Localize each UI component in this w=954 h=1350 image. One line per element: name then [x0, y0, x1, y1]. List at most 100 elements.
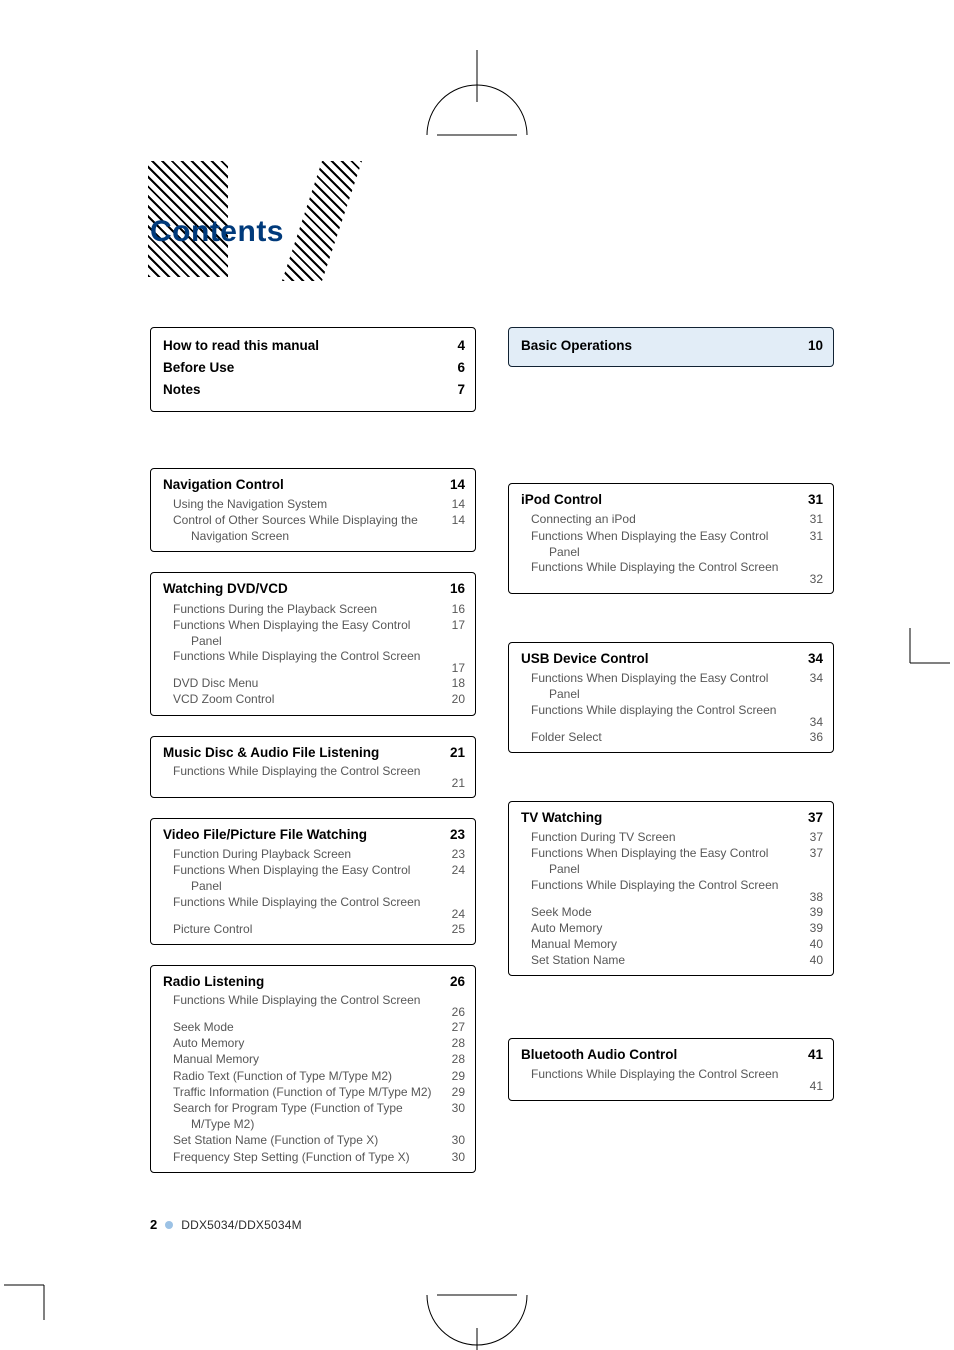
section-row-label: Seek Mode — [173, 1019, 441, 1035]
intro-label: Notes — [163, 381, 441, 399]
section-row-label: Set Station Name — [531, 952, 799, 968]
section-row: Traffic Information (Function of Type M/… — [163, 1084, 465, 1100]
section-row-pg: 23 — [441, 846, 465, 862]
section-title-row: Radio Listening26 — [163, 973, 465, 991]
section-row-label: Set Station Name (Function of Type X) — [191, 1132, 441, 1148]
section-title: Navigation Control — [163, 476, 441, 494]
section-row-label: Manual Memory — [173, 1051, 441, 1067]
section-title-row: Navigation Control14 — [163, 476, 465, 494]
section-row-label: Auto Memory — [531, 920, 799, 936]
section-row-label: Functions When Displaying the Easy Contr… — [191, 862, 441, 894]
section-row-pg: 28 — [441, 1051, 465, 1067]
section-row-label: Functions While displaying the Control S… — [531, 703, 776, 717]
section-row-label: Folder Select — [531, 729, 799, 745]
section-title-pg: 21 — [441, 744, 465, 762]
section-row-label: Control of Other Sources While Displayin… — [191, 512, 441, 544]
footer-model: DDX5034/DDX5034M — [181, 1218, 302, 1232]
section-title-row: Bluetooth Audio Control41 — [521, 1046, 823, 1064]
section-row-pg: 37 — [799, 845, 823, 861]
page-title: Contents — [150, 215, 284, 249]
section-row-pg: 40 — [799, 952, 823, 968]
section-row-label: Functions When Displaying the Easy Contr… — [191, 617, 441, 649]
section-row: Manual Memory40 — [521, 936, 823, 952]
page-footer: 2 DDX5034/DDX5034M — [150, 1217, 302, 1232]
registration-mark-right — [880, 628, 950, 698]
section-row: Functions During the Playback Screen16 — [163, 601, 465, 617]
section-row-label: Functions When Displaying the Easy Contr… — [549, 845, 799, 877]
section-row-label: Functions While Displaying the Control S… — [531, 878, 778, 892]
intro-row: How to read this manual 4 — [163, 337, 465, 355]
section-row-label: Manual Memory — [531, 936, 799, 952]
section-title: TV Watching — [521, 809, 799, 827]
page-content: Contents How to read this manual 4 Befor… — [150, 215, 834, 1193]
dvd-box: Watching DVD/VCD16Functions During the P… — [150, 572, 476, 715]
section-title-pg: 14 — [441, 476, 465, 494]
section-row: Functions When Displaying the Easy Contr… — [521, 845, 823, 877]
section-row: Search for Program Type (Function of Typ… — [163, 1100, 465, 1132]
section-row-pg: 34 — [799, 670, 823, 686]
section-row-pg: 26 — [163, 1005, 465, 1019]
section-row-label: Traffic Information (Function of Type M/… — [191, 1084, 441, 1100]
section-row: VCD Zoom Control20 — [163, 691, 465, 707]
section-row: Functions While Displaying the Control S… — [521, 878, 823, 892]
section-row-label: Functions While Displaying the Control S… — [531, 1067, 778, 1081]
section-row-pg: 14 — [441, 512, 465, 528]
heading-hatch-right — [282, 161, 362, 281]
section-row: Using the Navigation System14 — [163, 496, 465, 512]
intro-pg: 6 — [441, 359, 465, 377]
section-title-row: Video File/Picture File Watching23 — [163, 826, 465, 844]
section-title: Radio Listening — [163, 973, 441, 991]
section-row: Functions When Displaying the Easy Contr… — [521, 528, 823, 560]
section-row-pg: 29 — [441, 1068, 465, 1084]
section-row-pg: 31 — [799, 511, 823, 527]
intro-label: Before Use — [163, 359, 441, 377]
section-title-pg: 41 — [799, 1046, 823, 1064]
section-row: Functions While Displaying the Control S… — [521, 560, 823, 574]
section-title-pg: 31 — [799, 491, 823, 509]
section-title: Music Disc & Audio File Listening — [163, 744, 441, 762]
section-row-label: Function During TV Screen — [531, 829, 799, 845]
registration-mark-left — [4, 1250, 74, 1320]
section-row-label: Frequency Step Setting (Function of Type… — [191, 1149, 441, 1165]
intro-row: Notes 7 — [163, 381, 465, 399]
fold-mark-top — [417, 90, 537, 170]
section-row-pg: 41 — [521, 1079, 823, 1093]
section-row-pg: 31 — [799, 528, 823, 544]
section-row-pg: 17 — [163, 661, 465, 675]
section-row: Radio Text (Function of Type M/Type M2)2… — [163, 1068, 465, 1084]
section-row-pg: 27 — [441, 1019, 465, 1035]
section-row: Seek Mode27 — [163, 1019, 465, 1035]
section-row: Functions While Displaying the Control S… — [163, 895, 465, 909]
section-title: USB Device Control — [521, 650, 799, 668]
section-title-pg: 16 — [441, 580, 465, 598]
section-row-label: Connecting an iPod — [531, 511, 799, 527]
section-row: Functions While Displaying the Control S… — [163, 649, 465, 663]
intro-label: How to read this manual — [163, 337, 441, 355]
section-row-label: VCD Zoom Control — [173, 691, 441, 707]
section-title-row: TV Watching37 — [521, 809, 823, 827]
section-title-row: USB Device Control34 — [521, 650, 823, 668]
section-row: Connecting an iPod31 — [521, 511, 823, 527]
left-column: How to read this manual 4 Before Use 6 N… — [150, 327, 476, 1193]
section-row-label: Seek Mode — [531, 904, 799, 920]
section-row-label: Functions When Displaying the Easy Contr… — [549, 528, 799, 560]
section-row-pg: 25 — [441, 921, 465, 937]
section-row-label: Functions While Displaying the Control S… — [173, 764, 420, 778]
section-row: Functions When Displaying the Easy Contr… — [163, 617, 465, 649]
section-title: Watching DVD/VCD — [163, 580, 441, 598]
section-row-pg: 24 — [163, 907, 465, 921]
basic-ops-row: Basic Operations 10 — [521, 337, 823, 355]
section-row-pg: 16 — [441, 601, 465, 617]
video-box: Video File/Picture File Watching23 Functi… — [150, 818, 476, 945]
section-row-label: Using the Navigation System — [173, 496, 441, 512]
section-title: iPod Control — [521, 491, 799, 509]
section-row: Auto Memory28 — [163, 1035, 465, 1051]
section-row-label: DVD Disc Menu — [173, 675, 441, 691]
section-row-label: Picture Control — [173, 921, 441, 937]
section-row-pg: 14 — [441, 496, 465, 512]
usb-box: USB Device Control34Functions When Displ… — [508, 642, 834, 753]
basic-ops-pg: 10 — [799, 337, 823, 355]
fold-mark-bottom — [417, 1260, 537, 1340]
section-row: Manual Memory28 — [163, 1051, 465, 1067]
section-row-pg: 30 — [441, 1149, 465, 1165]
